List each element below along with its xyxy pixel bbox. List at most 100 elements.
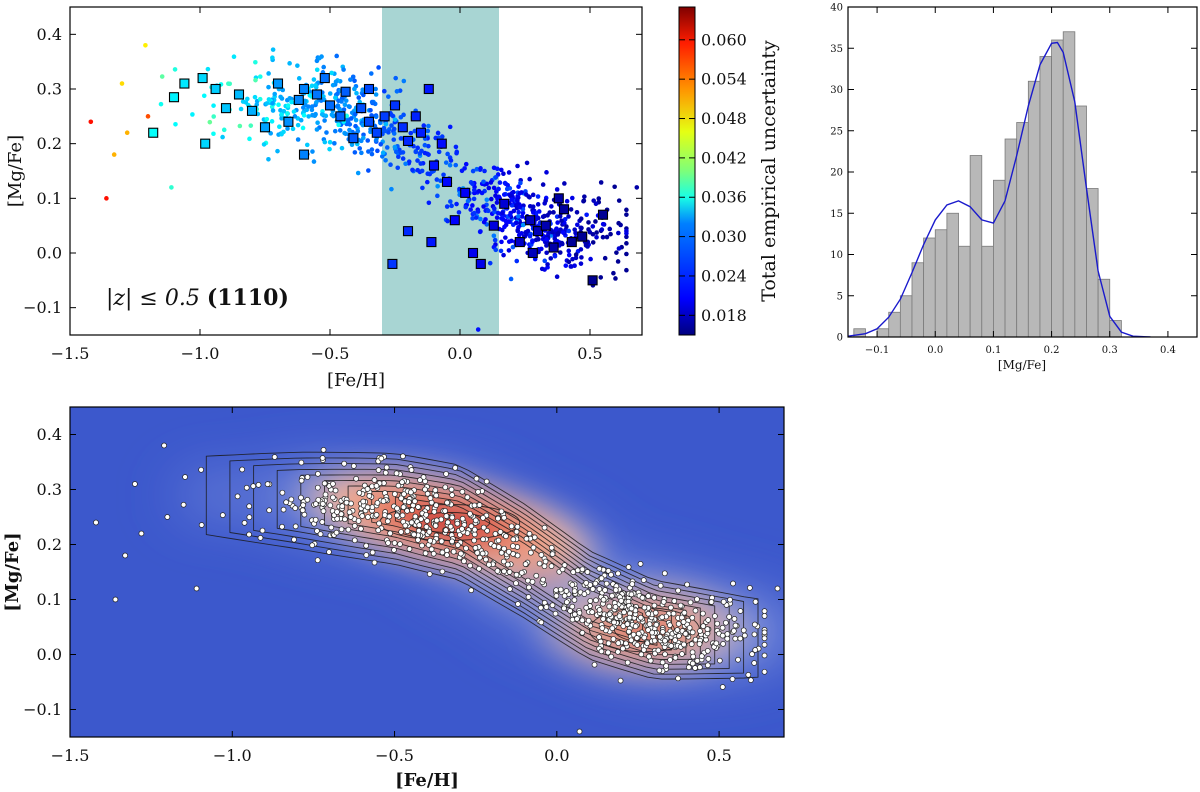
- scatter-point: [257, 74, 263, 79]
- scatter-point: [572, 227, 577, 232]
- scatter-boxed-point: [597, 209, 609, 220]
- scatter-boxed-point: [298, 83, 310, 95]
- kde-point: [649, 629, 656, 636]
- kde-point: [439, 568, 446, 575]
- kde-point: [700, 610, 706, 617]
- scatter-point: [506, 239, 512, 244]
- scatter-point: [322, 139, 328, 145]
- scatter-point: [426, 123, 431, 129]
- kde-point: [583, 579, 590, 586]
- kde-point: [112, 596, 119, 603]
- scatter-point: [624, 228, 629, 234]
- kde-point: [412, 513, 419, 520]
- scatter-point: [319, 112, 325, 117]
- kde-point: [620, 645, 626, 652]
- kde-x-label: [Fe/H]: [395, 770, 459, 791]
- kde-point: [610, 636, 617, 642]
- kde-point: [612, 604, 619, 610]
- scatter-point: [572, 263, 577, 268]
- scatter-point: [616, 230, 621, 236]
- kde-point: [464, 494, 471, 501]
- kde-point: [497, 529, 504, 535]
- kde-point: [751, 660, 758, 666]
- kde-point: [283, 499, 289, 506]
- kde-point: [338, 526, 345, 533]
- scatter-point: [389, 123, 394, 128]
- scatter-point: [366, 149, 371, 154]
- scatter-point: [505, 182, 511, 188]
- kde-point: [518, 569, 525, 576]
- kde-point: [415, 537, 421, 543]
- kde-point: [574, 567, 581, 574]
- scatter-point: [517, 190, 523, 196]
- kde-point: [628, 637, 635, 644]
- scatter-point: [516, 184, 521, 189]
- scatter-point: [352, 78, 357, 84]
- scatter-point: [278, 94, 283, 100]
- kde-point: [328, 524, 335, 531]
- kde-point: [320, 447, 327, 453]
- y-tick-label: 0.3: [37, 480, 62, 499]
- scatter-point: [419, 168, 425, 174]
- histogram-bar: [981, 245, 994, 337]
- kde-point: [397, 541, 403, 547]
- scatter-boxed-point: [298, 149, 310, 160]
- kde-point: [567, 608, 573, 614]
- kde-point: [686, 664, 692, 671]
- scatter-point: [498, 248, 504, 254]
- colorbar: 0.018 0.024 0.030 0.036 0.042 0.048 0.054 0.060…: [678, 6, 780, 336]
- kde-point: [668, 604, 674, 611]
- scatter-point: [499, 239, 504, 245]
- kde-point: [180, 501, 187, 508]
- scatter-point: [264, 116, 270, 122]
- kde-point: [584, 569, 591, 575]
- scatter-point: [568, 207, 574, 212]
- scatter-point: [366, 168, 371, 173]
- scatter-point: [401, 78, 407, 84]
- kde-point: [500, 558, 507, 565]
- kde-point: [327, 502, 334, 509]
- scatter-point: [289, 99, 294, 105]
- kde-point: [553, 587, 559, 593]
- scatter-annotation-math: |z| ≤ 0.5: [106, 286, 207, 311]
- scatter-point: [474, 166, 480, 172]
- scatter-point: [557, 250, 563, 255]
- kde-point: [415, 504, 421, 510]
- x-tick-label: −0.1: [865, 345, 889, 356]
- scatter-point: [501, 171, 506, 177]
- kde-point: [422, 550, 429, 557]
- kde-point: [641, 647, 647, 653]
- kde-point: [740, 627, 747, 634]
- kde-point: [724, 631, 731, 637]
- kde-point: [557, 586, 564, 593]
- scatter-point: [348, 116, 354, 121]
- scatter-point: [415, 158, 420, 163]
- scatter-boxed-point: [540, 220, 551, 231]
- kde-y-ticks: −0.1 0.0 0.1 0.2 0.3 0.4: [23, 425, 784, 719]
- scatter-boxed-point: [324, 100, 336, 111]
- kde-point: [433, 502, 439, 509]
- scatter-boxed-point: [371, 127, 382, 138]
- y-tick-label: 20: [830, 168, 843, 179]
- kde-point: [467, 510, 473, 517]
- scatter-point: [578, 216, 584, 222]
- kde-point: [752, 598, 759, 605]
- kde-point: [592, 580, 599, 587]
- kde-point: [513, 528, 520, 535]
- kde-point: [501, 568, 507, 575]
- kde-point: [198, 522, 205, 528]
- scatter-point: [578, 261, 584, 266]
- y-tick-label: 0: [837, 333, 843, 344]
- kde-point: [427, 495, 434, 501]
- scatter-point: [598, 180, 604, 185]
- scatter-point: [551, 210, 556, 215]
- scatter-point: [447, 162, 453, 168]
- kde-point: [322, 491, 329, 498]
- scatter-point: [369, 147, 375, 152]
- scatter-point: [535, 202, 541, 207]
- scatter-point: [285, 111, 290, 116]
- kde-point: [138, 530, 145, 537]
- scatter-point: [441, 172, 446, 178]
- scatter-boxed-point: [558, 204, 570, 215]
- kde-point: [459, 488, 466, 495]
